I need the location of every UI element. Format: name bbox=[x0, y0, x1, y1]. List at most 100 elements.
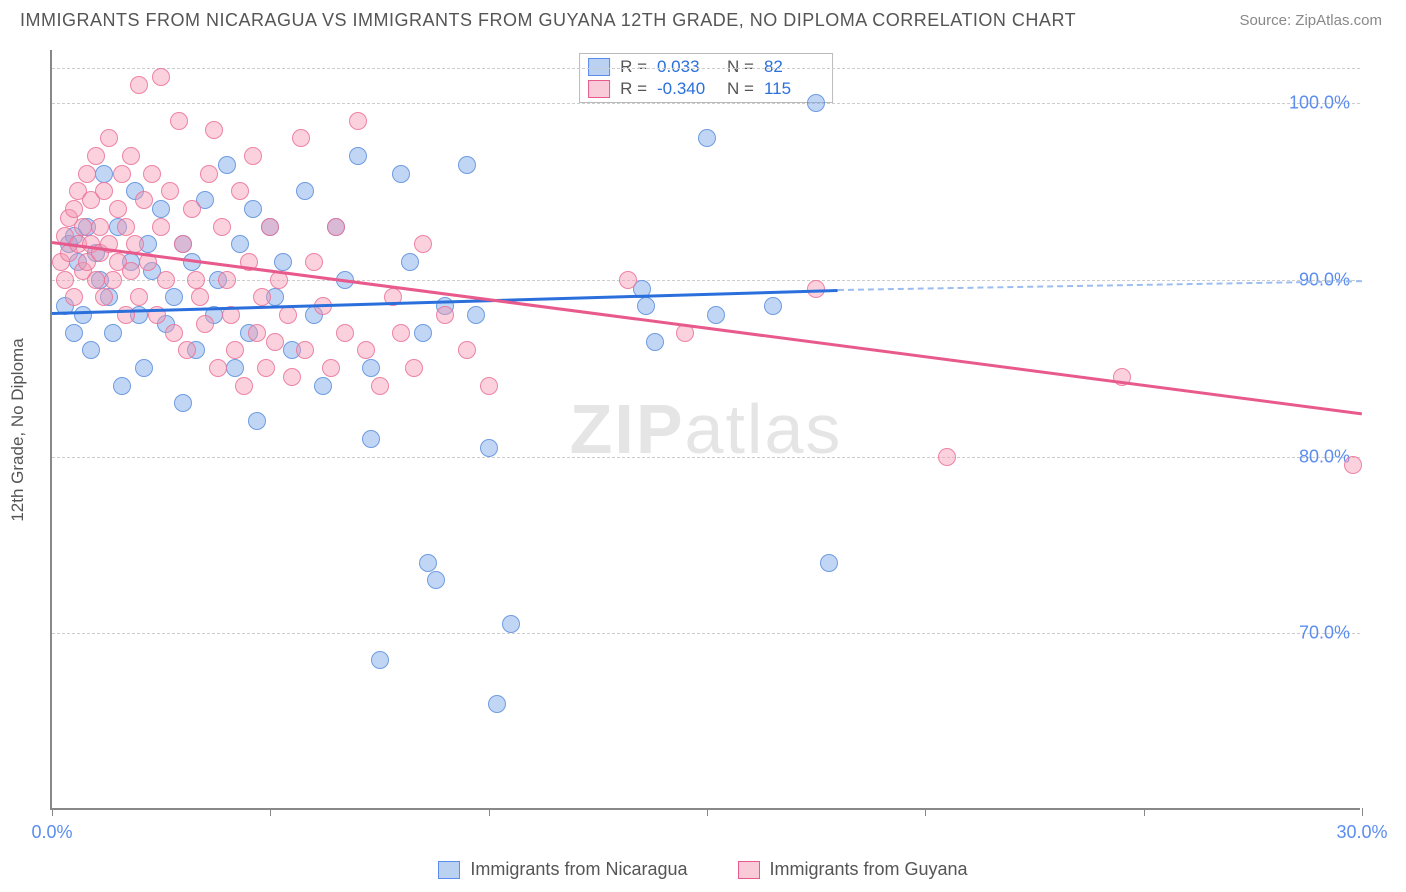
x-tick-mark bbox=[707, 808, 708, 816]
scatter-point bbox=[764, 297, 782, 315]
scatter-point bbox=[458, 341, 476, 359]
scatter-point bbox=[419, 554, 437, 572]
legend-label: Immigrants from Nicaragua bbox=[470, 859, 687, 880]
scatter-point bbox=[87, 271, 105, 289]
scatter-point bbox=[322, 359, 340, 377]
scatter-point bbox=[807, 94, 825, 112]
series-legend: Immigrants from Nicaragua Immigrants fro… bbox=[0, 859, 1406, 880]
scatter-point bbox=[314, 377, 332, 395]
scatter-point bbox=[82, 341, 100, 359]
scatter-point bbox=[122, 262, 140, 280]
scatter-point bbox=[231, 235, 249, 253]
scatter-point bbox=[401, 253, 419, 271]
scatter-point bbox=[392, 165, 410, 183]
scatter-point bbox=[200, 165, 218, 183]
x-tick-label: 0.0% bbox=[31, 822, 72, 843]
scatter-point bbox=[65, 324, 83, 342]
scatter-point bbox=[436, 306, 454, 324]
scatter-point bbox=[87, 147, 105, 165]
scatter-point bbox=[261, 218, 279, 236]
scatter-point bbox=[296, 341, 314, 359]
scatter-point bbox=[698, 129, 716, 147]
scatter-point bbox=[122, 147, 140, 165]
x-tick-mark bbox=[1144, 808, 1145, 816]
scatter-point bbox=[104, 271, 122, 289]
scatter-point bbox=[91, 218, 109, 236]
scatter-point bbox=[480, 439, 498, 457]
gridline bbox=[52, 633, 1360, 634]
scatter-point bbox=[165, 288, 183, 306]
y-axis-label: 12th Grade, No Diploma bbox=[8, 338, 28, 521]
scatter-point bbox=[152, 218, 170, 236]
scatter-point bbox=[392, 324, 410, 342]
r-value: -0.340 bbox=[657, 79, 717, 99]
scatter-point bbox=[327, 218, 345, 236]
scatter-point bbox=[191, 288, 209, 306]
scatter-point bbox=[226, 341, 244, 359]
scatter-point bbox=[248, 412, 266, 430]
legend-item-nicaragua: Immigrants from Nicaragua bbox=[438, 859, 687, 880]
gridline bbox=[52, 457, 1360, 458]
scatter-plot: ZIPatlas R = 0.033 N = 82 R = -0.340 N =… bbox=[50, 50, 1360, 810]
scatter-point bbox=[104, 324, 122, 342]
scatter-point bbox=[253, 288, 271, 306]
scatter-point bbox=[414, 235, 432, 253]
scatter-point bbox=[113, 377, 131, 395]
swatch-blue-icon bbox=[438, 861, 460, 879]
gridline bbox=[52, 103, 1360, 104]
scatter-point bbox=[488, 695, 506, 713]
scatter-point bbox=[100, 129, 118, 147]
scatter-point bbox=[78, 165, 96, 183]
scatter-point bbox=[244, 200, 262, 218]
scatter-point bbox=[1344, 456, 1362, 474]
scatter-point bbox=[458, 156, 476, 174]
scatter-point bbox=[257, 359, 275, 377]
scatter-point bbox=[157, 271, 175, 289]
scatter-point bbox=[362, 359, 380, 377]
scatter-point bbox=[56, 271, 74, 289]
gridline bbox=[52, 68, 1360, 69]
scatter-point bbox=[266, 333, 284, 351]
legend-item-guyana: Immigrants from Guyana bbox=[738, 859, 968, 880]
scatter-point bbox=[279, 306, 297, 324]
scatter-point bbox=[152, 200, 170, 218]
x-tick-mark bbox=[1362, 808, 1363, 816]
scatter-point bbox=[480, 377, 498, 395]
scatter-point bbox=[130, 76, 148, 94]
scatter-point bbox=[336, 324, 354, 342]
scatter-point bbox=[170, 112, 188, 130]
scatter-point bbox=[292, 129, 310, 147]
scatter-point bbox=[244, 147, 262, 165]
scatter-point bbox=[95, 165, 113, 183]
y-tick-label: 80.0% bbox=[1299, 446, 1350, 467]
scatter-point bbox=[357, 341, 375, 359]
stats-legend: R = 0.033 N = 82 R = -0.340 N = 115 bbox=[579, 53, 833, 103]
scatter-point bbox=[65, 288, 83, 306]
scatter-point bbox=[235, 377, 253, 395]
scatter-point bbox=[135, 359, 153, 377]
scatter-point bbox=[152, 68, 170, 86]
scatter-point bbox=[95, 182, 113, 200]
scatter-point bbox=[646, 333, 664, 351]
swatch-pink-icon bbox=[588, 80, 610, 98]
trend-line bbox=[838, 280, 1362, 291]
chart-title: IMMIGRANTS FROM NICARAGUA VS IMMIGRANTS … bbox=[20, 10, 1076, 31]
y-tick-label: 100.0% bbox=[1289, 93, 1350, 114]
scatter-point bbox=[820, 554, 838, 572]
scatter-point bbox=[205, 121, 223, 139]
scatter-point bbox=[178, 341, 196, 359]
x-tick-mark bbox=[270, 808, 271, 816]
scatter-point bbox=[174, 394, 192, 412]
scatter-point bbox=[707, 306, 725, 324]
scatter-point bbox=[248, 324, 266, 342]
scatter-point bbox=[218, 156, 236, 174]
scatter-point bbox=[371, 377, 389, 395]
scatter-point bbox=[65, 200, 83, 218]
scatter-point bbox=[74, 306, 92, 324]
scatter-point bbox=[427, 571, 445, 589]
x-tick-label: 30.0% bbox=[1336, 822, 1387, 843]
gridline bbox=[52, 280, 1360, 281]
scatter-point bbox=[196, 315, 214, 333]
scatter-point bbox=[371, 651, 389, 669]
swatch-pink-icon bbox=[738, 861, 760, 879]
